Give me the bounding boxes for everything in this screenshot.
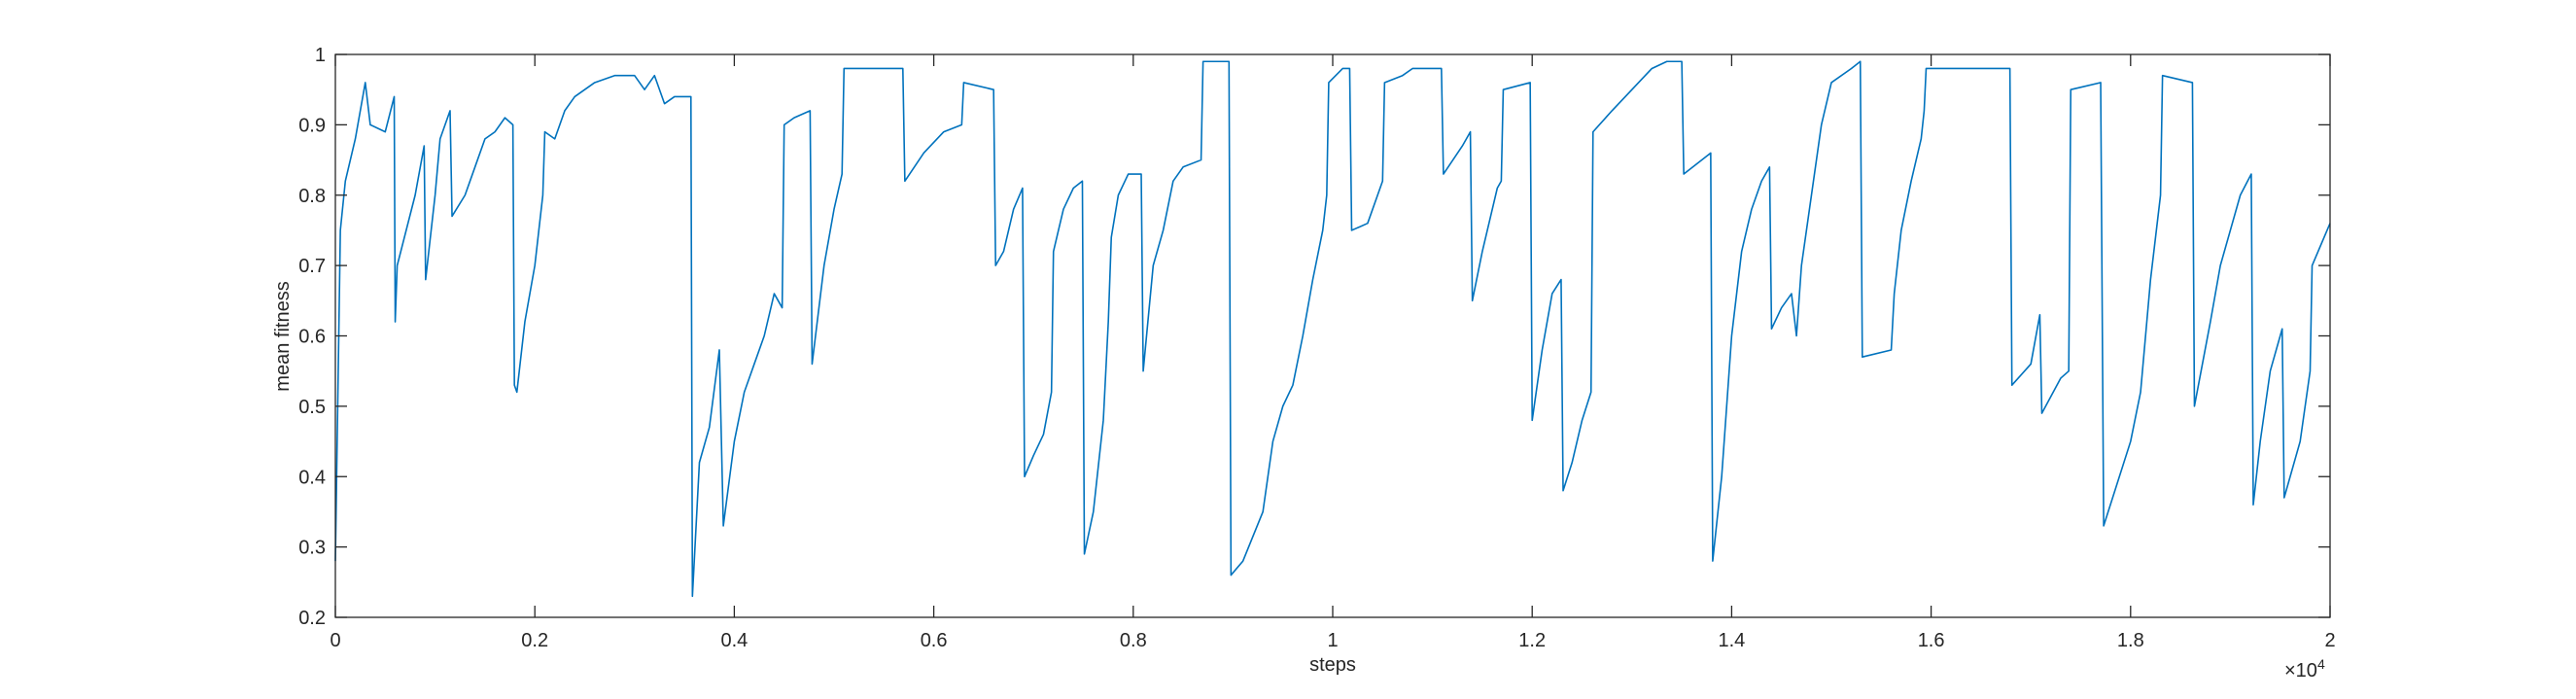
y-tick-label: 1	[315, 45, 326, 66]
x-tick-label: 1.4	[1718, 630, 1745, 651]
x-tick-label: 0.4	[720, 630, 748, 651]
y-tick-label: 0.3	[298, 538, 326, 559]
y-tick-label: 0.4	[298, 467, 326, 488]
x-multiplier-base: ×10	[2284, 660, 2317, 682]
y-tick-label: 0.5	[298, 397, 326, 418]
x-tick-label: 2	[2324, 630, 2335, 651]
y-tick-label: 0.9	[298, 115, 326, 136]
x-tick-label: 0.8	[1120, 630, 1147, 651]
x-axis-label: steps	[1309, 654, 1356, 676]
y-axis-label: mean fitness	[272, 281, 294, 391]
y-tick-label: 0.6	[298, 327, 326, 348]
x-tick-label: 1.6	[1918, 630, 1945, 651]
x-tick-label: 0.6	[921, 630, 948, 651]
y-tick-label: 0.2	[298, 608, 326, 629]
y-tick-label: 0.7	[298, 256, 326, 277]
y-tick-label: 0.8	[298, 186, 326, 207]
x-tick-label: 0	[330, 630, 340, 651]
x-tick-label: 1	[1327, 630, 1338, 651]
x-tick-label: 1.2	[1518, 630, 1546, 651]
data-line	[334, 60, 2331, 598]
x-tick-label: 1.8	[2117, 630, 2144, 651]
x-tick-label: 0.2	[521, 630, 548, 651]
plot-area	[335, 54, 2330, 617]
x-multiplier: ×104	[2284, 656, 2325, 682]
x-multiplier-exponent: 4	[2317, 656, 2325, 672]
